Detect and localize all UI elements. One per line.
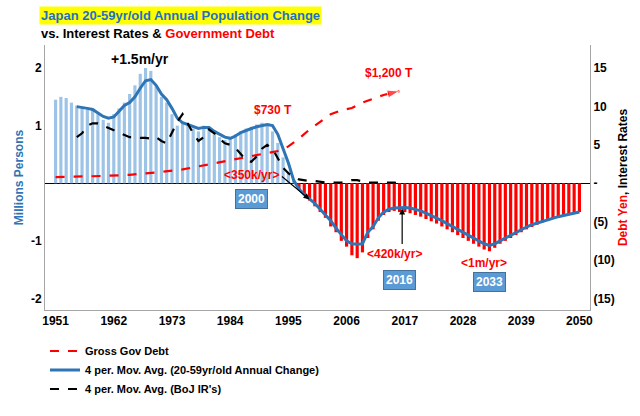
svg-text:Japan 20-59yr/old Annual Popul: Japan 20-59yr/old Annual Population Chan… [41,8,320,23]
svg-text:Debt Yen, Interest Rates: Debt Yen, Interest Rates [616,109,630,247]
svg-text:2050: 2050 [566,314,593,328]
svg-text:1: 1 [35,119,42,133]
svg-text:15: 15 [593,61,607,75]
svg-text:<420k/yr>: <420k/yr> [367,247,422,261]
svg-text:Millions Persons: Millions Persons [12,129,26,225]
svg-text:1973: 1973 [159,314,186,328]
svg-text:vs. Interest Rates & Governmen: vs. Interest Rates & Government Debt [41,26,275,41]
svg-text:2000: 2000 [238,192,265,206]
svg-text:<1m/yr>: <1m/yr> [461,256,507,270]
svg-text:(10): (10) [593,253,614,267]
svg-text:$730 T: $730 T [254,103,292,117]
svg-text:2028: 2028 [450,314,477,328]
svg-text:10: 10 [593,100,607,114]
svg-text:1995: 1995 [275,314,302,328]
svg-text:2017: 2017 [391,314,418,328]
svg-text:<350k/yr>: <350k/yr> [224,168,279,182]
svg-text:4 per. Mov. Avg. (20-59yr/old: 4 per. Mov. Avg. (20-59yr/old Annual Cha… [85,364,319,376]
svg-text:2006: 2006 [333,314,360,328]
svg-text:+1.5m/yr: +1.5m/yr [111,51,169,67]
svg-text:-: - [593,176,597,190]
svg-text:(5): (5) [593,215,608,229]
svg-text:Gross Gov Debt: Gross Gov Debt [85,345,169,357]
svg-text:-2: -2 [31,292,42,306]
svg-text:4 per. Mov. Avg. (BoJ IR's): 4 per. Mov. Avg. (BoJ IR's) [85,383,221,395]
svg-text:2033: 2033 [476,275,503,289]
svg-text:5: 5 [593,138,600,152]
svg-text:(15): (15) [593,292,614,306]
svg-text:2016: 2016 [386,273,413,287]
svg-text:$1,200 T: $1,200 T [365,66,413,80]
svg-text:1951: 1951 [42,314,69,328]
svg-text:-1: -1 [31,234,42,248]
svg-text:2: 2 [35,61,42,75]
svg-text:1962: 1962 [100,314,127,328]
svg-text:2039: 2039 [508,314,535,328]
svg-text:1984: 1984 [217,314,244,328]
